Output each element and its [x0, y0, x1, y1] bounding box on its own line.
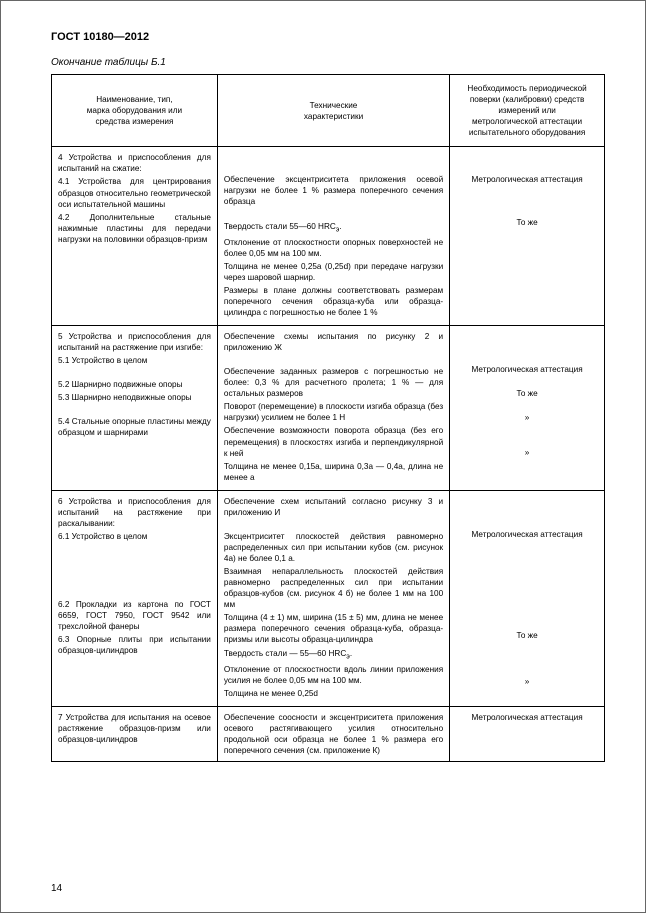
spec-table: Наименование, тип, марка оборудования ил…	[51, 74, 605, 762]
cell: Метрологическая аттестация То же » »	[450, 326, 605, 491]
table-row: 5 Устройства и приспособления для испыта…	[52, 326, 605, 491]
cell: 6 Устройства и приспособления для испыта…	[52, 490, 218, 706]
cell: Метрологическая аттестация То же »	[450, 490, 605, 706]
table-caption: Окончание таблицы Б.1	[51, 57, 605, 68]
cell: 4 Устройства и приспособления для испыта…	[52, 147, 218, 326]
cell: 5 Устройства и приспособления для испыта…	[52, 326, 218, 491]
cell: Обеспечение схемы испытания по рисунку 2…	[217, 326, 449, 491]
cell: 7 Устройства для испытания на осевое рас…	[52, 706, 218, 761]
page-number: 14	[51, 883, 62, 894]
document-header: ГОСТ 10180—2012	[51, 31, 605, 43]
cell: Обеспечение схем испытаний согласно рису…	[217, 490, 449, 706]
table-row: 7 Устройства для испытания на осевое рас…	[52, 706, 605, 761]
cell: Обеспечение эксцентриситета приложения о…	[217, 147, 449, 326]
col-header-name: Наименование, тип, марка оборудования ил…	[52, 75, 218, 147]
col-header-verify: Необходимость периодической поверки (кал…	[450, 75, 605, 147]
cell: Обеспечение соосности и эксцентриситета …	[217, 706, 449, 761]
table-header-row: Наименование, тип, марка оборудования ил…	[52, 75, 605, 147]
table-row: 4 Устройства и приспособления для испыта…	[52, 147, 605, 326]
cell: Метрологическая аттестация То же	[450, 147, 605, 326]
table-row: 6 Устройства и приспособления для испыта…	[52, 490, 605, 706]
cell: Метрологическая аттестация	[450, 706, 605, 761]
col-header-tech: Технические характеристики	[217, 75, 449, 147]
